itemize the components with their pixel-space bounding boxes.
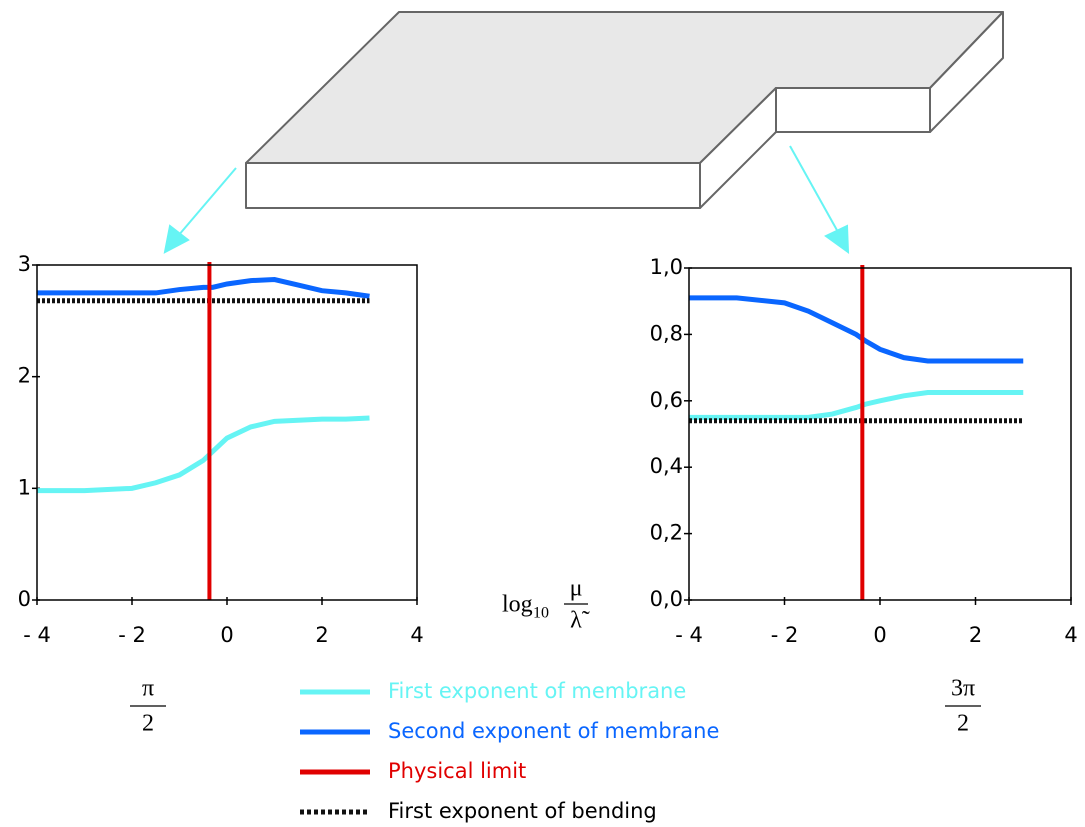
y-tick-label: 1,0 (650, 255, 683, 279)
legend: First exponent of membrane Second exponen… (300, 679, 719, 823)
x-tick-label: 0 (220, 623, 233, 647)
legend-label: Second exponent of membrane (388, 719, 719, 743)
x-axis-label: log 10 μ λ̃ (502, 576, 590, 634)
legend-label: First exponent of membrane (388, 679, 686, 703)
chart: 0,0 0,2 0,4 0,6 0,8 1,0 - 4 - 2 0 2 4 3π 2 (650, 255, 1078, 737)
legend-label: Physical limit (388, 759, 526, 783)
x-tick-label: 4 (410, 623, 423, 647)
arrow-head (163, 224, 190, 254)
x-tick-label: 0 (873, 623, 886, 647)
x-tick-label: 2 (969, 623, 982, 647)
plate-diagram (245, 11, 1004, 209)
x-tick-label: - 2 (118, 623, 146, 647)
plate-front (245, 162, 701, 209)
y-tick-label: 0,8 (650, 321, 683, 345)
x-label-base: log (502, 592, 533, 618)
series-line (37, 415, 370, 494)
x-tick-label: - 2 (771, 623, 799, 647)
chart: 0 1 2 3 - 4 - 2 0 2 4 π 2 (18, 252, 424, 737)
x-tick-label: 2 (315, 623, 328, 647)
x-tick-label: - 4 (675, 623, 703, 647)
series-line (689, 390, 1024, 420)
plot-frame (36, 264, 418, 601)
x-tick-label: - 4 (23, 623, 51, 647)
caption-denominator: 2 (142, 711, 154, 737)
y-tick-label: 0,6 (650, 388, 683, 412)
series-line (37, 277, 370, 299)
y-tick-label: 0,4 (650, 454, 683, 478)
arrow-head (824, 224, 850, 255)
y-tick-label: 0,2 (650, 521, 683, 545)
arrows (163, 145, 850, 255)
arrow-left (177, 167, 237, 237)
plate-step-front (775, 87, 931, 133)
x-label-subscript: 10 (533, 605, 549, 622)
caption-denominator: 2 (957, 711, 969, 737)
y-tick-label: 0,0 (650, 587, 683, 611)
plot-frame (688, 267, 1072, 601)
arrow-right (789, 145, 839, 233)
x-label-numerator: μ (570, 576, 583, 602)
plate-side (929, 11, 1004, 133)
x-tick-label: 4 (1064, 623, 1077, 647)
y-tick-label: 2 (18, 364, 31, 388)
caption-numerator: 3π (951, 676, 975, 702)
series-line (689, 295, 1024, 364)
x-label-denominator: λ̃ (570, 608, 590, 634)
y-tick-label: 3 (18, 252, 31, 276)
caption-numerator: π (142, 676, 154, 702)
legend-label: First exponent of bending (388, 799, 657, 823)
y-tick-label: 0 (18, 587, 31, 611)
y-tick-label: 1 (18, 475, 31, 499)
